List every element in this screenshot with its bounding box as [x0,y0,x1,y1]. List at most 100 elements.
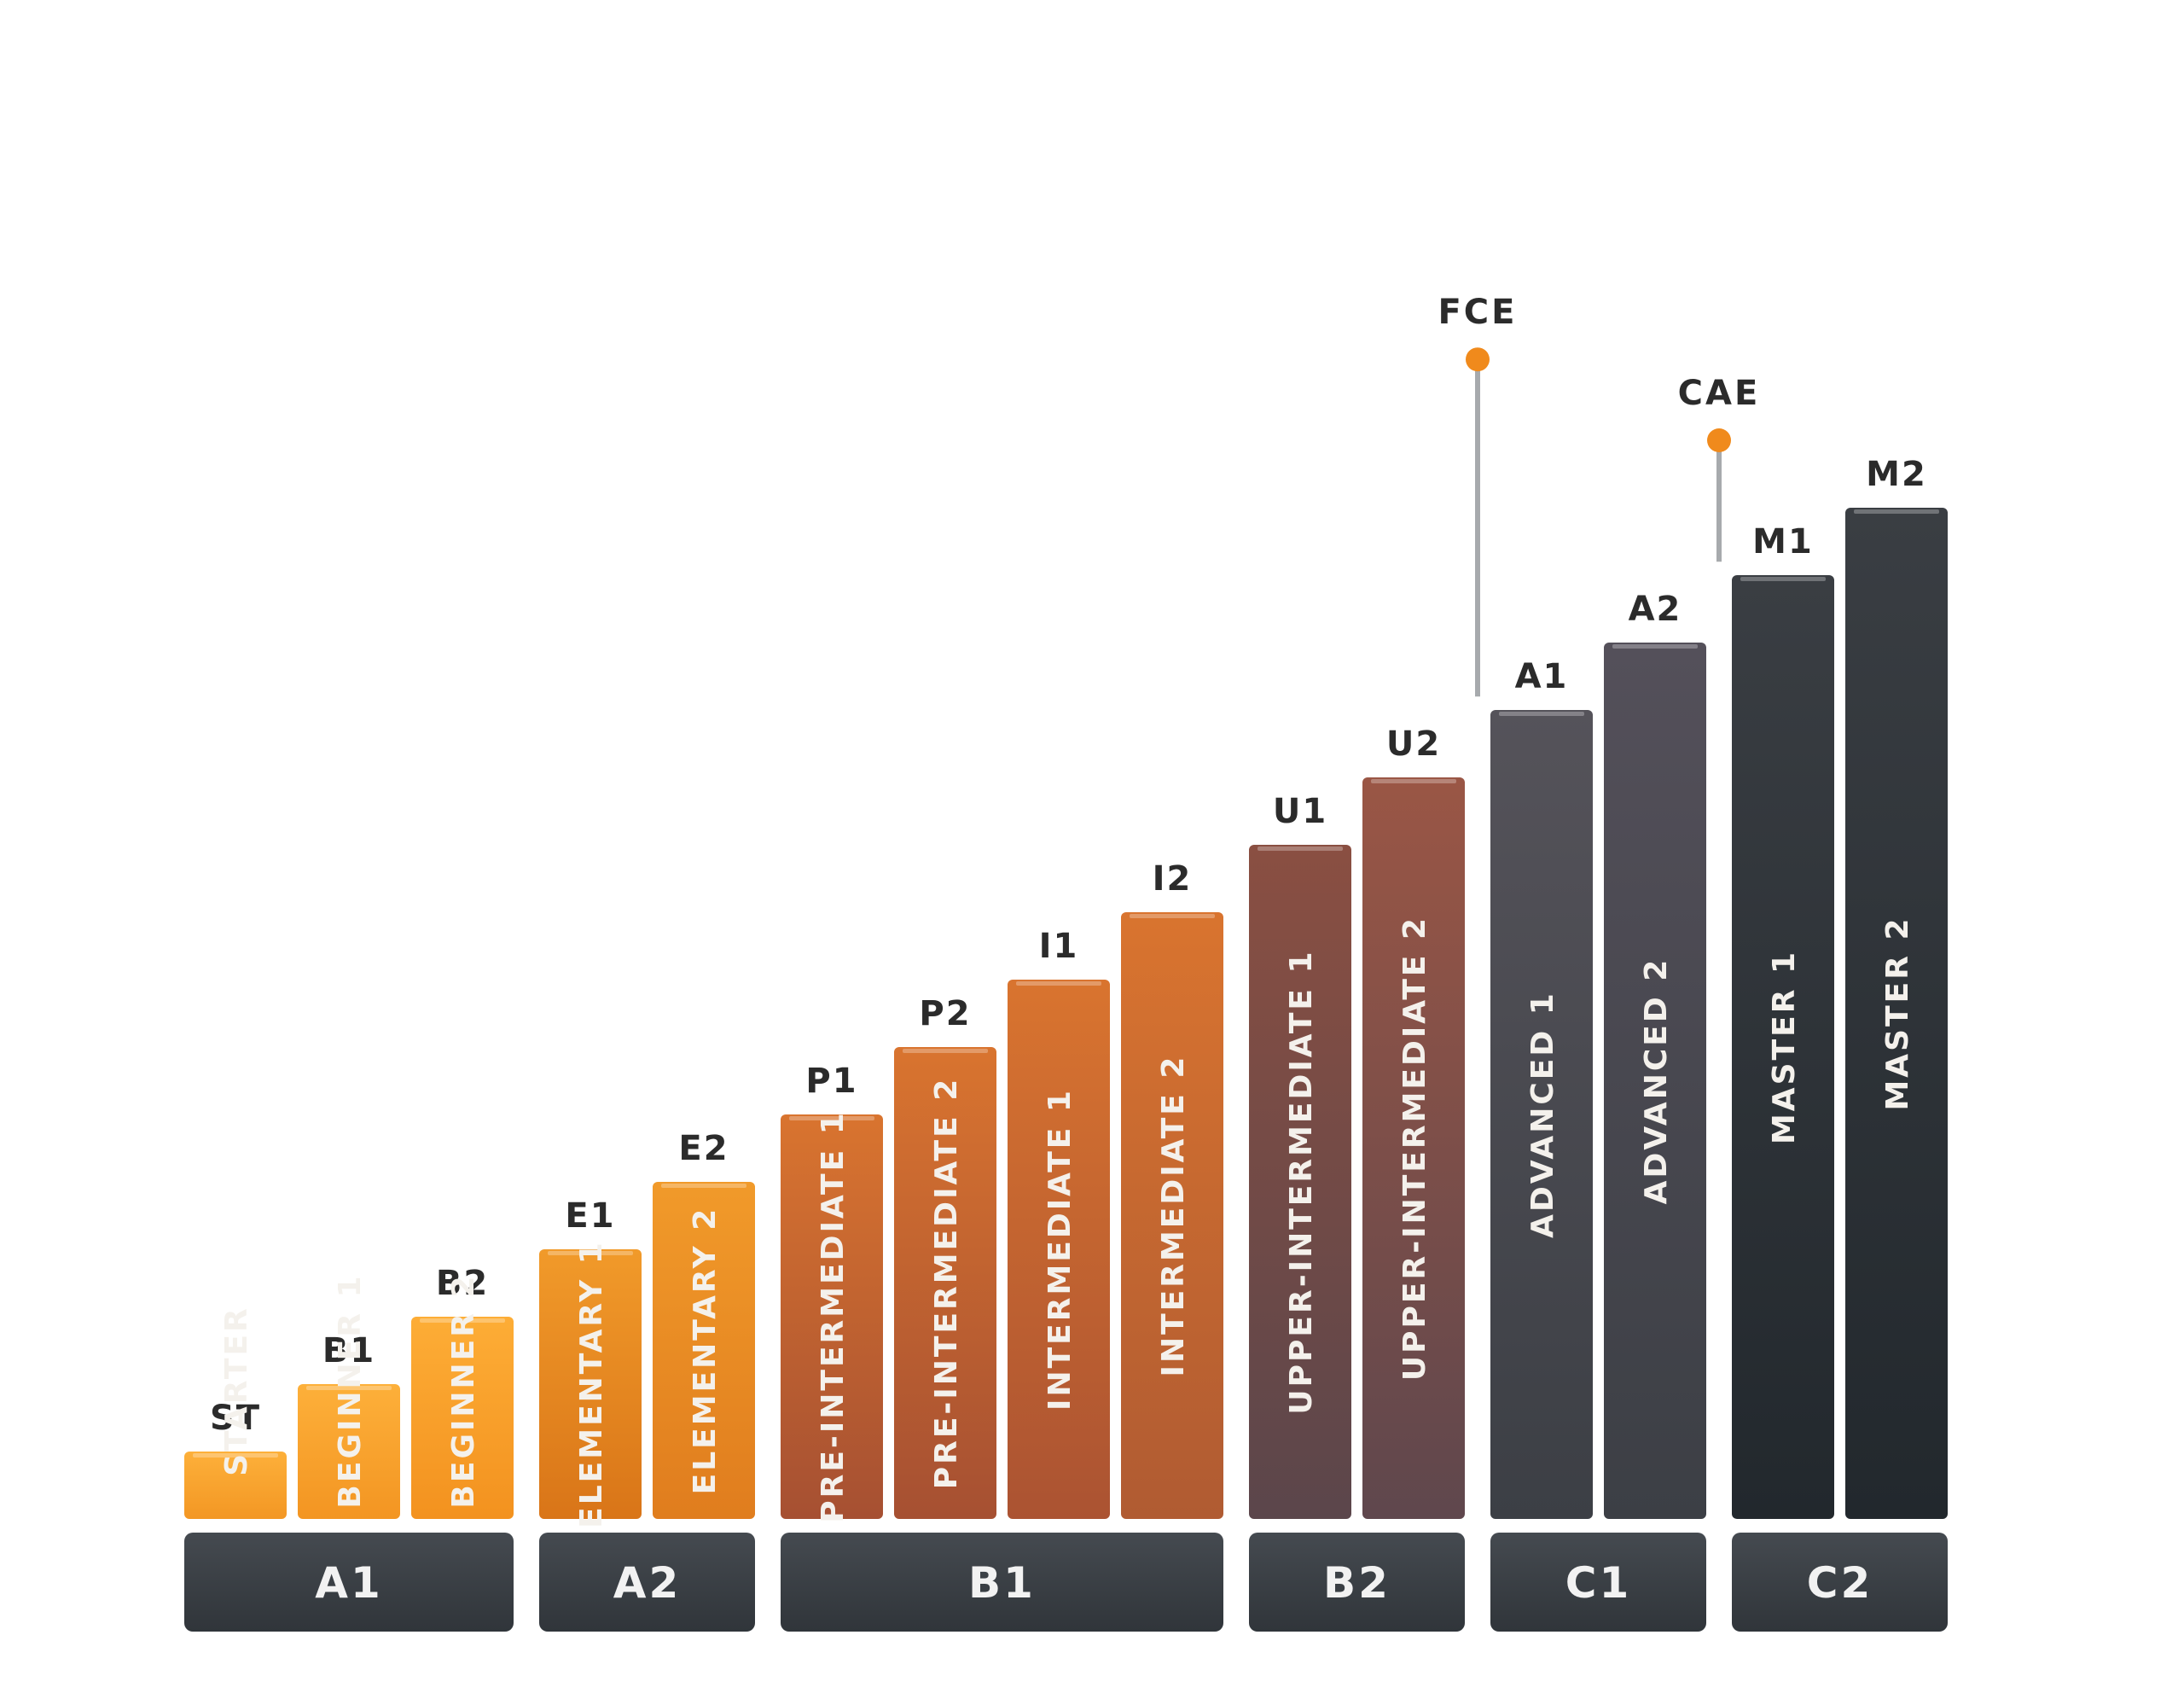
group-label: B1 [968,1558,1036,1608]
bar-highlight [1854,509,1939,514]
bar-e2: E2 ELEMENTARY 2 [653,1129,755,1519]
group-box [1490,1533,1706,1632]
marker-fce: FCE [1438,293,1517,697]
bar-rect [298,1384,400,1519]
bar-name-label: PRE-INTERMEDIATE 2 [929,1077,964,1490]
group-label: A2 [613,1558,682,1608]
bar-name-label: ELEMENTARY 2 [688,1207,723,1495]
bar-a1: A1 ADVANCED 1 [1490,657,1593,1519]
bar-code-label: E2 [678,1129,729,1168]
bar-code-label: A1 [1515,657,1569,696]
bar-rect [411,1317,514,1519]
bar-rect [1604,643,1706,1519]
bar-highlight [661,1184,746,1188]
bar-code-label: B1 [322,1331,375,1370]
bar-m1: M1 MASTER 1 [1732,522,1834,1519]
bar-code-label: E1 [565,1196,615,1236]
bar-rect [184,1452,287,1519]
bar-name-label: STARTER [219,1306,254,1476]
bar-name-label: ADVANCED 1 [1525,991,1560,1238]
bar-highlight [903,1049,988,1053]
bar-rect [894,1047,996,1519]
bar-name-label: UPPER-INTERMEDIATE 2 [1397,916,1432,1381]
bar-highlight [1612,644,1698,649]
bar-rect [1249,845,1351,1519]
bar-code-label: P2 [919,994,971,1033]
bar-rect [781,1114,883,1519]
markers-layer: FCE CAE [1438,293,1757,697]
bar-u1: U1 UPPER-INTERMEDIATE 1 [1249,792,1351,1519]
bar-i2: I2 INTERMEDIATE 2 [1121,859,1223,1519]
bar-code-label: U1 [1273,792,1327,831]
bar-highlight [1258,847,1343,851]
bar-name-label: BEGINNER 2 [446,1273,481,1508]
bar-name-label: PRE-INTERMEDIATE 1 [816,1110,851,1523]
group-label: A1 [315,1558,383,1608]
bar-name-label: ELEMENTARY 1 [574,1240,609,1528]
bar-code-label: P1 [805,1062,857,1101]
marker-dot [1466,347,1490,372]
bar-rect [539,1249,642,1519]
group-a1: A1 [184,1533,514,1632]
bar-highlight [1371,779,1456,783]
group-label: C1 [1565,1558,1631,1608]
bar-i1: I1 INTERMEDIATE 1 [1008,927,1110,1519]
bar-e1: E1 ELEMENTARY 1 [539,1196,642,1528]
bar-rect [1845,508,1948,1519]
bar-code-label: U2 [1386,724,1441,764]
bar-highlight [1740,577,1826,581]
bar-code-label: I1 [1039,927,1079,966]
bar-code-label: A2 [1629,590,1682,629]
bar-name-label: UPPER-INTERMEDIATE 1 [1284,949,1319,1414]
group-a2: A2 [539,1533,755,1632]
bar-name-label: ADVANCED 2 [1639,957,1674,1205]
bar-highlight [420,1318,505,1323]
bar-highlight [1130,914,1215,918]
bar-rect [1008,980,1110,1519]
bar-p1: P1 PRE-INTERMEDIATE 1 [781,1062,883,1523]
bar-highlight [789,1116,874,1120]
marker-label: FCE [1438,293,1517,332]
bar-code-label: I2 [1153,859,1193,899]
bar-rect [653,1182,755,1519]
bar-code-label: M2 [1866,455,1927,494]
bar-m2: M2 MASTER 2 [1845,455,1948,1519]
bar-p2: P2 PRE-INTERMEDIATE 2 [894,994,996,1519]
bar-name-label: BEGINNER 1 [333,1273,368,1508]
bar-code-label: ST [210,1399,261,1438]
bar-rect [1362,777,1465,1519]
group-c1: C1 [1490,1533,1706,1632]
group-box [1732,1533,1948,1632]
bar-name-label: MASTER 1 [1767,950,1802,1144]
group-box [539,1533,755,1632]
marker-cae: CAE [1678,374,1757,562]
bar-highlight [1016,981,1101,986]
bar-code-label: B2 [436,1264,489,1303]
group-b1: B1 [781,1533,1223,1632]
groups-layer: A1 A2 B1 B2 C1 C2 [184,1533,1948,1632]
group-label: C2 [1807,1558,1873,1608]
bar-highlight [548,1251,633,1255]
group-label: B2 [1323,1558,1391,1608]
bar-a2: A2 ADVANCED 2 [1604,590,1706,1519]
group-b2: B2 [1249,1533,1465,1632]
bar-name-label: INTERMEDIATE 2 [1156,1055,1191,1377]
bar-rect [1732,575,1834,1519]
bar-highlight [193,1453,278,1458]
group-box [184,1533,514,1632]
group-c2: C2 [1732,1533,1948,1632]
group-box [781,1533,1223,1632]
bar-highlight [1499,712,1584,716]
bar-name-label: MASTER 2 [1880,916,1915,1110]
bar-rect [1490,710,1593,1519]
marker-dot [1707,428,1731,452]
bar-highlight [306,1386,392,1390]
group-box [1249,1533,1465,1632]
bar-rect [1121,912,1223,1519]
